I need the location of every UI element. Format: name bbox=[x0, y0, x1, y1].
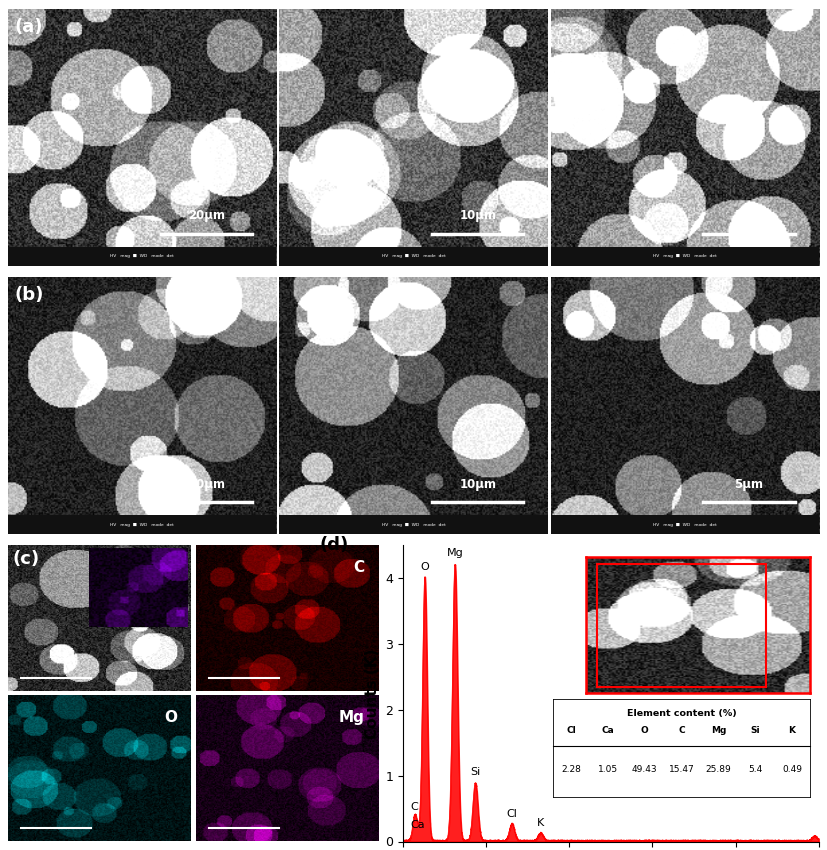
Text: O: O bbox=[164, 710, 177, 725]
Bar bbox=[280, 246, 547, 266]
Text: HV   mag  ■  WD   mode  det: HV mag ■ WD mode det bbox=[110, 523, 174, 527]
Text: 20μm: 20μm bbox=[188, 209, 225, 223]
Text: 5μm: 5μm bbox=[734, 478, 763, 490]
Text: HV   mag  ■  WD   mode  det: HV mag ■ WD mode det bbox=[381, 254, 446, 258]
Text: K: K bbox=[537, 819, 544, 829]
Bar bbox=[8, 246, 276, 266]
Text: 10μm: 10μm bbox=[459, 478, 496, 490]
Text: C: C bbox=[354, 560, 365, 575]
Text: 20μm: 20μm bbox=[188, 478, 225, 490]
Text: C: C bbox=[411, 802, 418, 812]
Bar bbox=[551, 246, 819, 266]
Y-axis label: Counts (K): Counts (K) bbox=[365, 649, 380, 739]
Text: Cl: Cl bbox=[506, 809, 518, 819]
Text: 10μm: 10μm bbox=[459, 209, 496, 223]
Text: HV   mag  ■  WD   mode  det: HV mag ■ WD mode det bbox=[653, 254, 717, 258]
Text: Mg: Mg bbox=[447, 548, 463, 558]
Text: 5μm: 5μm bbox=[734, 209, 763, 223]
Text: O: O bbox=[420, 562, 429, 571]
Text: Ca: Ca bbox=[410, 819, 425, 830]
Text: HV   mag  ■  WD   mode  det: HV mag ■ WD mode det bbox=[653, 523, 717, 527]
Bar bbox=[280, 515, 547, 535]
Text: HV   mag  ■  WD   mode  det: HV mag ■ WD mode det bbox=[381, 523, 446, 527]
Bar bbox=[551, 515, 819, 535]
Text: (c): (c) bbox=[13, 551, 40, 569]
Text: Si: Si bbox=[471, 767, 480, 777]
Text: (d): (d) bbox=[320, 536, 349, 554]
Text: HV   mag  ■  WD   mode  det: HV mag ■ WD mode det bbox=[110, 254, 174, 258]
Bar bbox=[8, 515, 276, 535]
Text: (a): (a) bbox=[15, 18, 44, 36]
Text: Mg: Mg bbox=[339, 710, 365, 725]
Text: (b): (b) bbox=[15, 286, 45, 304]
